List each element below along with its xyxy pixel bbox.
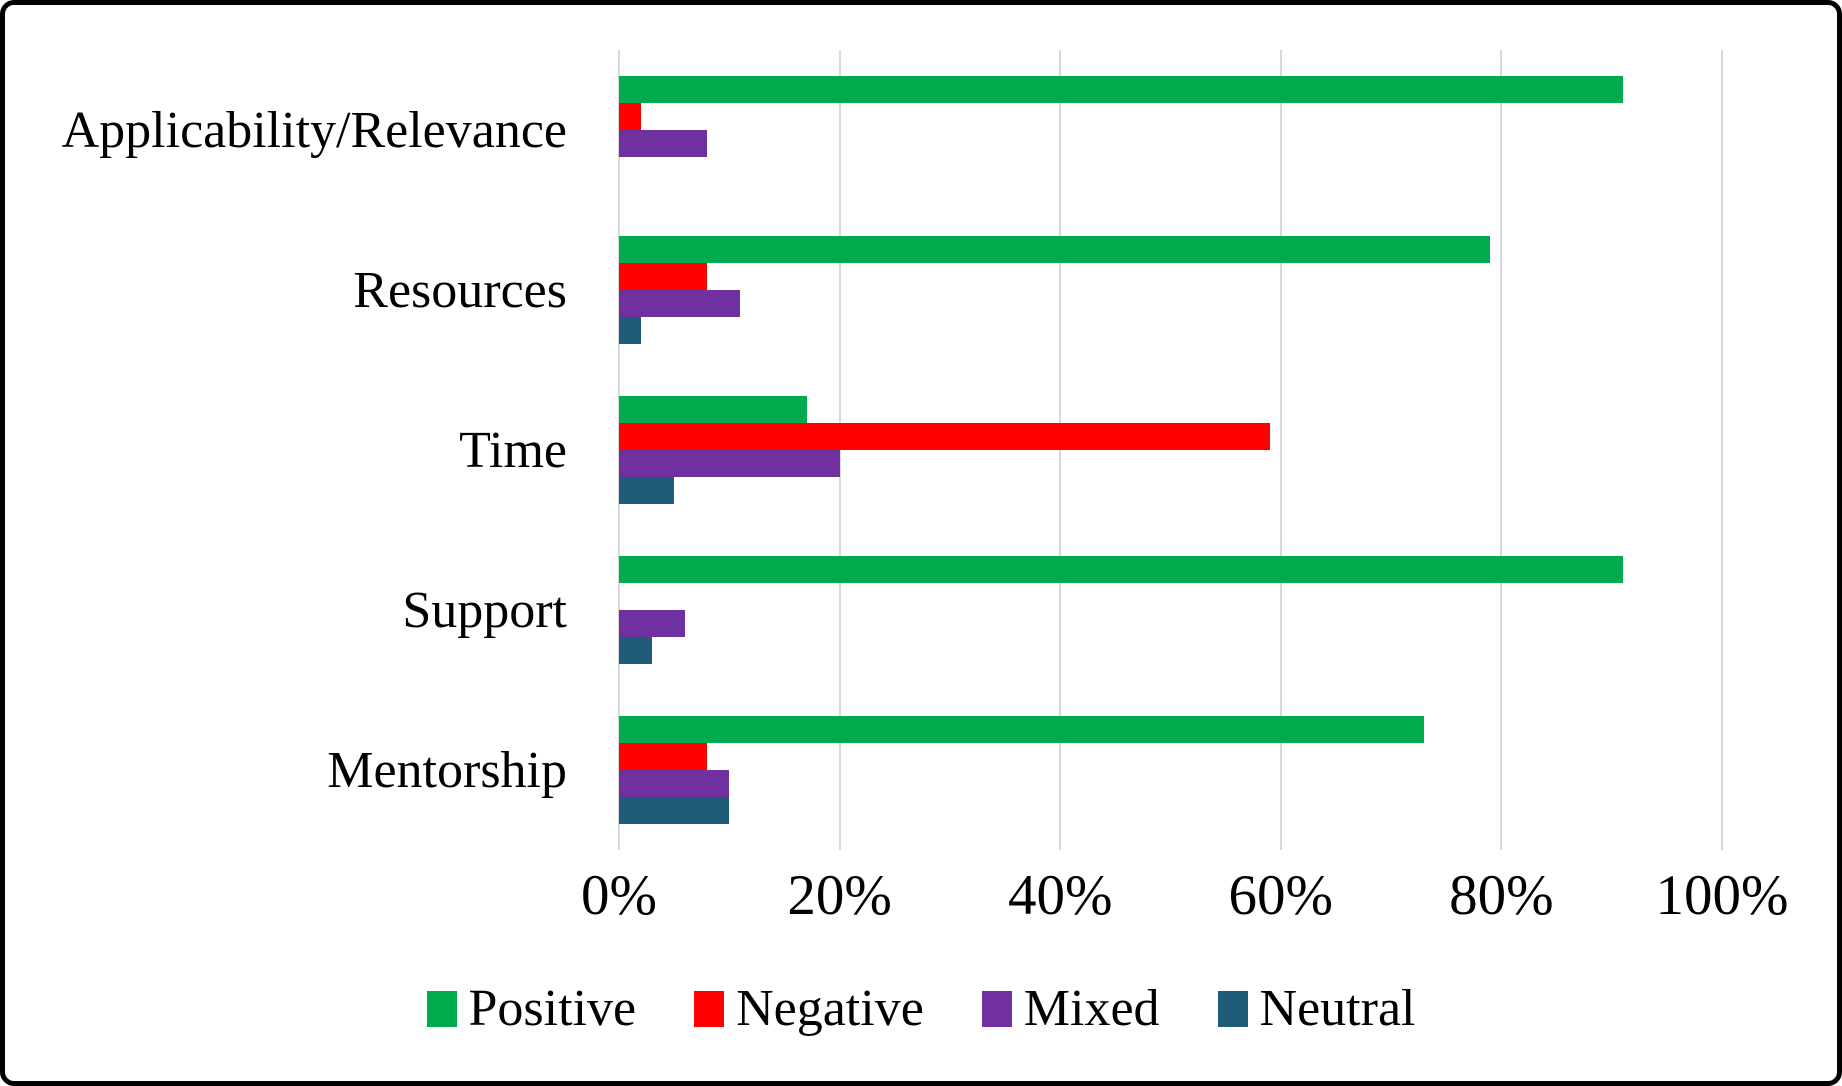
bar-slot-positive xyxy=(619,396,1722,423)
gridline xyxy=(838,50,841,850)
bar-neutral xyxy=(619,317,642,344)
bar-mixed xyxy=(619,770,730,797)
bar-neutral xyxy=(619,477,675,504)
category-label: Applicability/Relevance xyxy=(61,101,567,159)
bar-mixed xyxy=(619,450,840,477)
bar-slot-negative xyxy=(619,743,1722,770)
category-row xyxy=(619,50,1722,210)
bar-negative xyxy=(619,263,708,290)
bar-slot-positive xyxy=(619,716,1722,743)
x-tick-label: 20% xyxy=(787,864,892,927)
bar-slot-positive xyxy=(619,76,1722,103)
gridline xyxy=(1500,50,1503,850)
legend-item-mixed: Mixed xyxy=(981,980,1160,1037)
category-row xyxy=(619,210,1722,370)
bar-slot-neutral xyxy=(619,637,1722,664)
bar-slot-neutral xyxy=(619,477,1722,504)
bar-positive xyxy=(619,76,1623,103)
gridline xyxy=(1279,50,1282,850)
category-row xyxy=(619,530,1722,690)
legend-swatch-neutral xyxy=(1217,991,1248,1027)
bar-slot-neutral xyxy=(619,797,1722,824)
bar-slot-neutral xyxy=(619,317,1722,344)
category-axis: Applicability/Relevance Resources Time Supp… xyxy=(5,50,593,850)
bar-positive xyxy=(619,716,1425,743)
bar-negative xyxy=(619,103,642,130)
bar-mixed xyxy=(619,610,686,637)
legend-item-negative: Negative xyxy=(694,983,924,1035)
bar-slot-negative xyxy=(619,103,1722,130)
x-tick-label: 80% xyxy=(1449,864,1554,927)
x-tick-label: 100% xyxy=(1655,864,1789,927)
bar-positive xyxy=(619,396,807,423)
bar-slot-negative xyxy=(619,423,1722,450)
gridline xyxy=(1721,50,1723,850)
bar-slot-mixed xyxy=(619,450,1722,477)
legend-swatch-positive xyxy=(426,991,457,1027)
legend-label: Negative xyxy=(736,980,924,1037)
legend-swatch-negative xyxy=(694,991,725,1027)
legend-swatch-mixed xyxy=(981,991,1012,1027)
bar-slot-mixed xyxy=(619,130,1722,157)
bar-slot-mixed xyxy=(619,770,1722,797)
category-label: Resources xyxy=(353,261,567,319)
category-row xyxy=(619,370,1722,530)
bar-mixed xyxy=(619,130,708,157)
x-axis: 0% 20% 40% 60% 80% 100% xyxy=(581,863,1788,953)
bar-positive xyxy=(619,556,1623,583)
plot-area xyxy=(618,50,1723,850)
bar-slot-neutral xyxy=(619,157,1722,184)
bars-layer xyxy=(619,50,1722,850)
bar-negative xyxy=(619,423,1270,450)
legend-label: Mixed xyxy=(1023,980,1160,1037)
x-tick-label: 60% xyxy=(1228,864,1334,927)
category-row xyxy=(619,690,1722,850)
bar-slot-negative xyxy=(619,263,1722,290)
category-label: Time xyxy=(459,421,567,479)
legend-item-positive: Positive xyxy=(426,980,637,1037)
legend-item-neutral: Neutral xyxy=(1217,980,1416,1037)
legend: Positive Negative Mixed Neutral xyxy=(5,983,1837,1035)
bar-negative xyxy=(619,743,708,770)
bar-slot-negative xyxy=(619,583,1722,610)
bar-neutral xyxy=(619,637,653,664)
legend-label: Positive xyxy=(468,980,637,1037)
bar-slot-mixed xyxy=(619,610,1722,637)
x-tick-label: 40% xyxy=(1007,864,1113,927)
category-label: Mentorship xyxy=(327,741,567,799)
bar-neutral xyxy=(619,797,730,824)
bar-mixed xyxy=(619,290,741,317)
gridline xyxy=(1059,50,1062,850)
bar-slot-positive xyxy=(619,556,1722,583)
bar-slot-mixed xyxy=(619,290,1722,317)
bar-slot-positive xyxy=(619,236,1722,263)
legend-label: Neutral xyxy=(1259,980,1416,1037)
x-tick-label: 0% xyxy=(581,864,657,927)
bar-positive xyxy=(619,236,1491,263)
category-label: Support xyxy=(402,581,567,639)
